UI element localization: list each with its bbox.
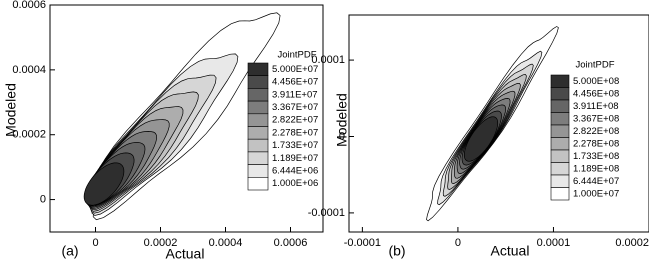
legend-title: JointPDF — [277, 50, 316, 61]
legend-label: 5.000E+07 — [272, 64, 318, 75]
legend-swatch — [247, 75, 269, 89]
legend-label: 3.367E+08 — [573, 113, 619, 124]
x-axis-title: Actual — [491, 243, 530, 259]
y-tick-label: 0.0006 — [12, 0, 46, 11]
y-axis-title: Modeled — [334, 93, 350, 147]
legend-swatch — [550, 149, 570, 163]
legend-label: 1.733E+08 — [573, 151, 619, 162]
legend-label: 1.000E+07 — [573, 188, 619, 199]
legend-title: JointPDF — [575, 60, 614, 71]
legend-label: 2.822E+07 — [272, 115, 318, 126]
y-tick-label: 0.0004 — [12, 64, 46, 76]
x-tick-label: -0.0001 — [344, 237, 381, 249]
legend-swatch — [247, 164, 269, 178]
legend-label: 2.822E+08 — [573, 126, 619, 137]
contour-region — [463, 116, 499, 162]
legend-swatch — [247, 177, 269, 191]
x-tick-label: 0.0001 — [537, 237, 571, 249]
y-tick-label: -0.0001 — [308, 207, 345, 219]
legend-swatch — [550, 112, 570, 126]
legend-swatch — [550, 74, 570, 88]
plot-frame — [49, 4, 324, 233]
x-tick-label: 0.0006 — [274, 237, 308, 249]
y-axis-title: Modeled — [3, 83, 19, 137]
legend-label: 6.444E+07 — [573, 176, 619, 187]
x-tick-label: 0.0004 — [209, 237, 243, 249]
contour-region — [83, 162, 125, 206]
legend-label: 1.000E+06 — [272, 178, 318, 189]
legend-label: 2.278E+08 — [573, 138, 619, 149]
legend-label: 4.456E+07 — [272, 77, 318, 88]
x-tick-label: 0 — [455, 237, 461, 249]
legend-label: 3.367E+07 — [272, 102, 318, 113]
y-tick-label: 0 — [40, 193, 46, 205]
legend-swatch — [247, 62, 269, 76]
y-tick-label: 0.0001 — [311, 54, 345, 66]
legend-swatch — [247, 126, 269, 140]
y-tick-label: 0.0002 — [12, 129, 46, 141]
x-tick-label: 0.0002 — [615, 237, 649, 249]
legend-swatch — [550, 87, 570, 101]
legend-label: 2.278E+07 — [272, 127, 318, 138]
legend-swatch — [550, 174, 570, 188]
legend-label: 5.000E+08 — [573, 76, 619, 87]
plot-frame — [348, 14, 649, 233]
legend-label: 3.911E+07 — [272, 89, 318, 100]
legend-label: 1.733E+07 — [272, 140, 318, 151]
legend-label: 3.911E+08 — [573, 101, 619, 112]
legend-swatch — [247, 113, 269, 127]
legend-label: 1.189E+08 — [573, 163, 619, 174]
legend-swatch — [247, 138, 269, 153]
x-tick-label: 0.0002 — [144, 237, 178, 249]
legend-swatch — [247, 88, 269, 102]
legend-swatch — [550, 124, 570, 138]
legend-swatch — [247, 151, 269, 165]
panel-label: (b) — [388, 243, 405, 259]
x-tick-label: 0 — [92, 237, 98, 249]
legend-swatch — [550, 187, 570, 201]
legend-label: 6.444E+06 — [272, 165, 318, 176]
legend-label: 4.456E+08 — [573, 88, 619, 99]
legend-swatch — [550, 137, 570, 151]
legend-swatch — [247, 100, 269, 115]
y-tick-label: 0 — [339, 130, 345, 142]
legend-swatch — [550, 162, 570, 176]
panel-label: (a) — [61, 243, 78, 259]
x-axis-title: Actual — [166, 246, 205, 262]
legend-label: 1.189E+07 — [272, 153, 318, 164]
legend-swatch — [550, 99, 570, 113]
